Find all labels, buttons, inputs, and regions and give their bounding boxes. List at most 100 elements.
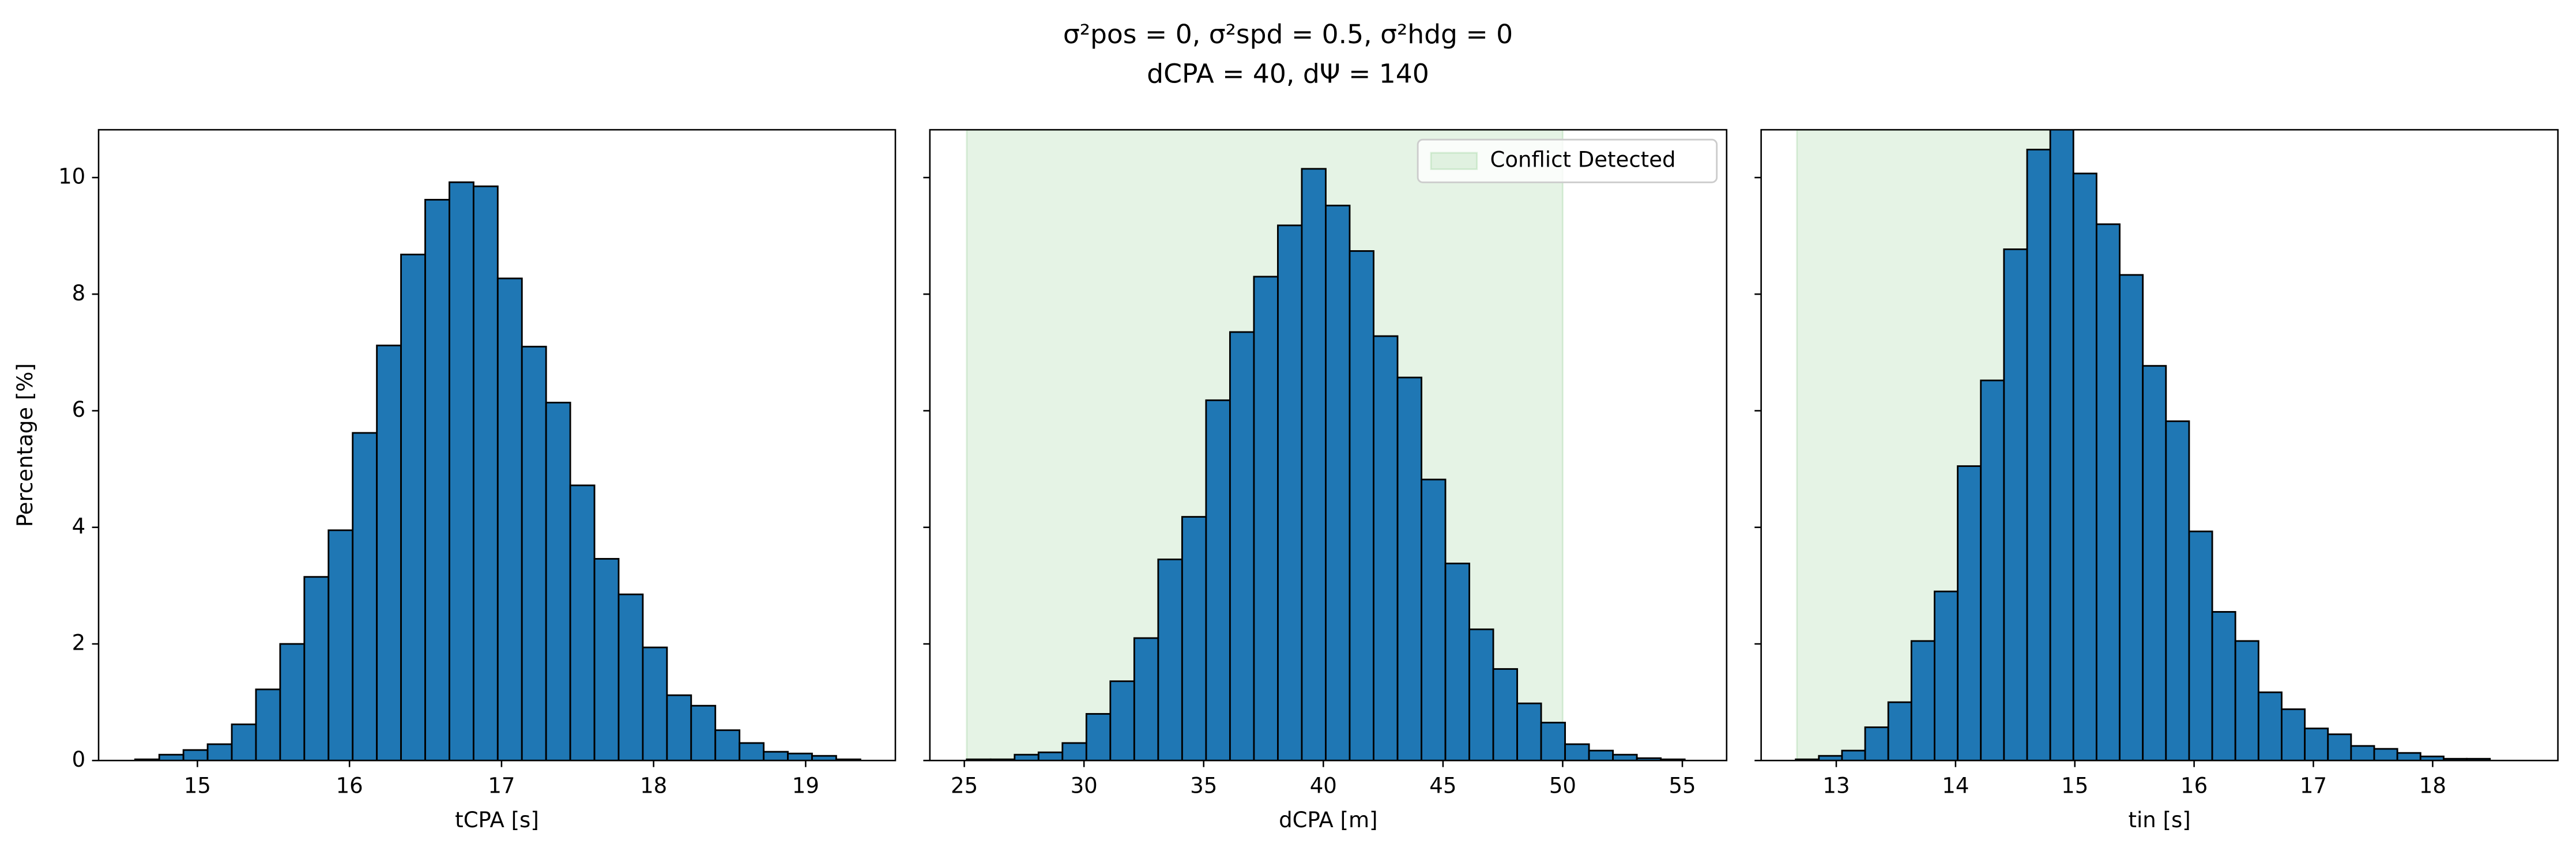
bar [521, 345, 547, 761]
bar [642, 646, 668, 761]
y-tick-label: 2 [72, 631, 86, 655]
bar [569, 484, 596, 761]
axes-frame [97, 129, 897, 761]
bar [1014, 753, 1040, 761]
bar [1421, 478, 1447, 761]
y-axis-label: Percentage [%] [13, 363, 37, 527]
axes-frame [1760, 129, 2559, 761]
bar [449, 181, 474, 761]
bar [1841, 749, 1866, 761]
y-tick-label: 8 [72, 281, 86, 306]
x-tick-label: 45 [1429, 773, 1456, 798]
bar [2234, 640, 2259, 761]
bar [1301, 168, 1327, 761]
x-tick-label: 17 [2300, 773, 2327, 798]
bar [666, 694, 692, 761]
bar [1468, 628, 1494, 761]
figure-title: σ²pos = 0, σ²spd = 0.5, σ²hdg = 0 [1063, 19, 1513, 50]
bar [2257, 691, 2283, 761]
bar [424, 199, 450, 761]
bar [811, 755, 837, 761]
bar [1564, 743, 1590, 761]
bar [739, 742, 765, 761]
bar [158, 753, 184, 761]
bar [2142, 365, 2167, 761]
bar [1037, 751, 1064, 761]
bar [1612, 753, 1638, 761]
x-tick-label: 30 [1071, 773, 1098, 798]
x-tick-label: 15 [184, 773, 211, 798]
bar [690, 704, 717, 761]
bar [352, 432, 378, 761]
bar [1325, 205, 1351, 761]
bar [1887, 701, 1912, 761]
bar [1181, 516, 1207, 761]
bar [1109, 680, 1135, 761]
bar [472, 185, 499, 761]
bar [545, 401, 571, 761]
x-tick-label: 14 [1942, 773, 1969, 798]
bar [1277, 224, 1303, 761]
x-tick-label: 18 [640, 773, 667, 798]
bar [496, 277, 523, 761]
bar [376, 344, 402, 761]
bar [1492, 668, 1518, 761]
bar [1205, 399, 1231, 761]
bar [1373, 335, 1399, 761]
x-tick-label: 17 [488, 773, 515, 798]
y-tick-label: 0 [72, 747, 86, 772]
x-tick-label: 25 [951, 773, 978, 798]
bar [1085, 712, 1112, 761]
bar [182, 749, 209, 761]
bar [2281, 708, 2306, 761]
y-tick-label: 4 [72, 514, 86, 538]
bar [327, 529, 354, 761]
bar [1061, 742, 1087, 761]
x-tick-label: 15 [2061, 773, 2088, 798]
x-tick-label: 19 [792, 773, 819, 798]
bar [400, 254, 426, 761]
plot-area [1795, 130, 2491, 761]
bar [2072, 172, 2097, 761]
bar [2350, 745, 2375, 761]
plot-area [134, 181, 861, 761]
bar [1229, 331, 1255, 761]
bar [231, 723, 257, 761]
x-tick-label: 16 [2180, 773, 2208, 798]
x-tick-label: 35 [1190, 773, 1217, 798]
bar [1934, 590, 1959, 761]
bar [2396, 752, 2421, 761]
bar [617, 593, 644, 761]
bar [1516, 702, 1542, 761]
bar [1157, 558, 1183, 761]
bar [1396, 376, 1422, 761]
bar [1864, 726, 1889, 761]
x-axis-label: tCPA [s] [455, 808, 539, 832]
bar [1588, 749, 1614, 761]
bar [2049, 130, 2074, 761]
bar [255, 688, 281, 761]
bar [763, 751, 789, 761]
bar [1980, 379, 2005, 761]
axes-frame [929, 129, 1728, 761]
bar [2003, 248, 2028, 761]
bar [1133, 637, 1159, 761]
bar [2165, 420, 2190, 761]
legend-box [1417, 138, 1718, 183]
bar [2373, 748, 2398, 761]
bar [1253, 276, 1279, 761]
x-tick-label: 13 [1822, 773, 1850, 798]
bar [2188, 530, 2213, 761]
bar [2211, 610, 2236, 761]
legend-label: Conflict Detected [1490, 148, 1675, 172]
bar [2095, 223, 2121, 761]
bar [787, 752, 813, 761]
x-tick-label: 16 [336, 773, 363, 798]
bar [206, 743, 233, 761]
y-tick-label: 6 [72, 397, 86, 422]
x-axis-label: dCPA [m] [1279, 808, 1377, 832]
bar [2327, 733, 2352, 761]
bar [1910, 640, 1935, 761]
bar [593, 557, 620, 761]
